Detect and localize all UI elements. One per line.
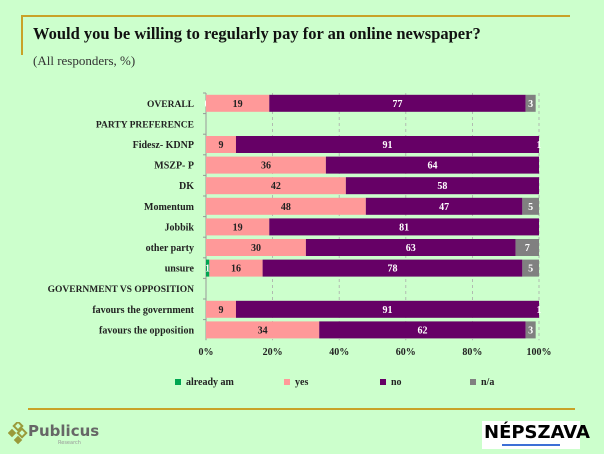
category-label: favours the opposition: [99, 325, 194, 336]
data-label: 1: [537, 140, 542, 151]
data-label: 48: [281, 202, 291, 213]
bar-segment-already-am: [206, 259, 210, 277]
data-label: 16: [231, 264, 241, 275]
bar-segment-n-a: [522, 197, 539, 215]
bar-segment-yes: [206, 156, 326, 174]
data-label: 78: [387, 264, 397, 275]
x-tick-label: 20%: [263, 347, 283, 358]
bottom-rule: [28, 408, 575, 410]
bar-segment-yes: [209, 259, 263, 277]
data-label: 9: [218, 140, 223, 151]
bar-segment-no: [345, 177, 539, 195]
bar-segment-yes: [206, 136, 236, 153]
category-label: OVERALL: [147, 100, 194, 110]
data-label: 91: [382, 140, 392, 151]
bar-segment-yes: [206, 239, 306, 256]
data-label: 5: [528, 202, 533, 213]
legend-marker: [175, 379, 181, 385]
bar-segment-no: [235, 136, 539, 153]
x-tick-label: 60%: [396, 347, 416, 358]
publicus-name: Publicus: [28, 422, 100, 440]
category-label: GOVERNMENT VS OPPOSITION: [48, 285, 195, 295]
category-label: PARTY PREFERENCE: [96, 120, 194, 130]
data-label: 1: [205, 264, 210, 275]
legend-marker: [380, 379, 386, 385]
data-label: 62: [417, 325, 427, 336]
data-label: 91: [382, 305, 392, 316]
category-label: DK: [179, 181, 194, 192]
data-label: 1: [537, 305, 542, 316]
category-label: Momentum: [144, 202, 195, 213]
data-label: 34: [258, 325, 268, 336]
x-tick-label: 80%: [462, 347, 482, 358]
bar-segment-no: [319, 321, 526, 339]
side-rule: [21, 15, 23, 55]
category-label: Fidesz- KDNP: [133, 140, 194, 151]
data-label: 9: [218, 305, 223, 316]
publicus-diamond-icon: [8, 422, 28, 445]
legend-label: already am: [186, 377, 235, 388]
data-label: 30: [251, 243, 261, 254]
nepszava-logo: NÉPSZAVA: [482, 421, 590, 449]
bar-segment-yes: [206, 197, 366, 215]
data-label: 7: [525, 243, 530, 254]
x-tick-label: 40%: [329, 347, 349, 358]
data-label: 19: [233, 222, 243, 233]
bar-segment-no: [269, 218, 539, 236]
bar-segment-yes: [206, 321, 320, 339]
bar-segment-yes: [206, 94, 270, 112]
bar-segment-yes: [206, 300, 236, 318]
bar-segment-n-a: [525, 94, 536, 112]
data-label: 77: [392, 99, 402, 110]
data-label: 58: [437, 181, 447, 192]
bar-segment-n-a: [522, 259, 539, 277]
nepszava-underline: [502, 444, 560, 446]
data-label: 3: [528, 99, 533, 110]
category-label: Jobbik: [165, 222, 195, 233]
data-label: 19: [233, 99, 243, 110]
nepszava-name: NÉPSZAVA: [484, 422, 590, 443]
x-tick-label: 0%: [199, 347, 214, 358]
chart-subtitle: (All responders, %): [33, 53, 136, 68]
bar-segment-yes: [206, 218, 270, 236]
data-label: 47: [439, 202, 449, 213]
bar-segment-n-a: [515, 239, 539, 256]
bar-segment-no: [269, 94, 526, 112]
x-tick-label: 100%: [527, 347, 552, 358]
bar-segment-no: [305, 239, 516, 256]
data-label: 36: [261, 161, 271, 172]
bar-segment-no: [235, 300, 539, 318]
category-label: favours the government: [92, 305, 194, 316]
data-label: 81: [399, 222, 409, 233]
category-label: other party: [146, 243, 194, 254]
legend-label: yes: [295, 377, 308, 388]
category-label: MSZP- P: [154, 161, 194, 172]
legend-marker: [470, 379, 476, 385]
legend-marker: [284, 379, 290, 385]
bar-segment-no: [365, 197, 523, 215]
bar-segment-no: [325, 156, 539, 174]
data-label: 63: [406, 243, 416, 254]
data-label: 5: [528, 264, 533, 275]
chart-title: Would you be willing to regularly pay fo…: [33, 24, 481, 43]
data-label: 42: [271, 181, 281, 192]
data-label: 3: [528, 325, 533, 336]
legend-label: n/a: [481, 377, 494, 388]
top-rule: [21, 15, 570, 17]
legend-label: no: [391, 377, 402, 388]
publicus-sub: Research: [58, 440, 81, 446]
bar-segment-no: [262, 259, 523, 277]
bar-segment-n-a: [525, 321, 536, 339]
category-label: unsure: [165, 264, 195, 275]
data-label: 64: [427, 161, 437, 172]
bar-segment-yes: [206, 177, 346, 195]
publicus-logo: Publicus Research: [8, 420, 100, 450]
